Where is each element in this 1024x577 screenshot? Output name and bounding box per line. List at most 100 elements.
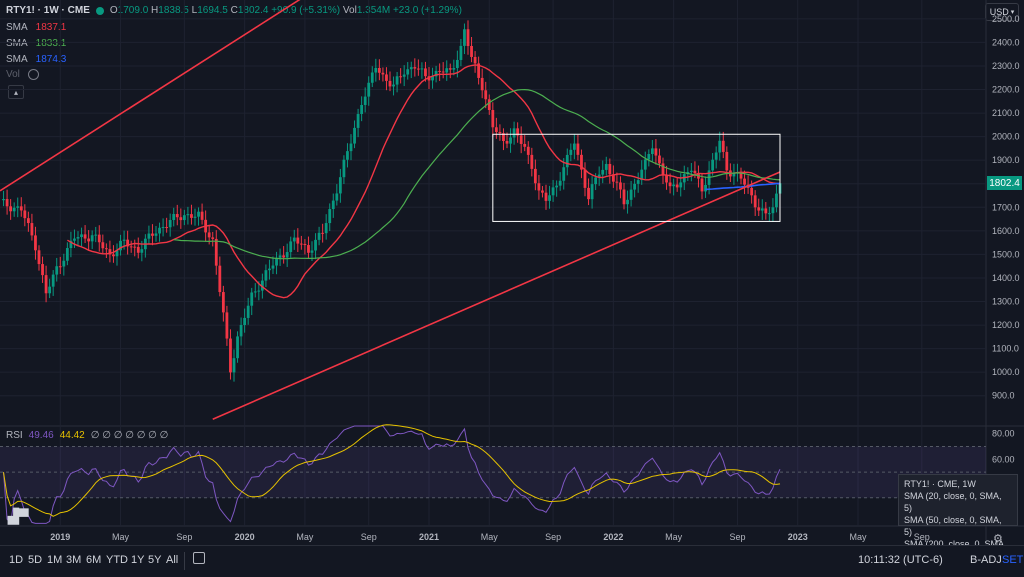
candle (622, 189, 626, 205)
candle (264, 270, 268, 281)
candle (363, 96, 367, 105)
candle (211, 237, 215, 239)
tf-5d[interactable]: 5D (28, 554, 43, 566)
settlement-toggle[interactable]: SET (1002, 554, 1024, 566)
candle (30, 223, 34, 236)
rsi-legend[interactable]: RSI 49.46 44.42 ∅ ∅ ∅ ∅ ∅ ∅ ∅ (6, 430, 169, 441)
candle (626, 199, 629, 205)
y-tick-label: 1700.0 (992, 202, 1020, 212)
tf-1d[interactable]: 1D (9, 554, 24, 566)
collapse-legend-button[interactable]: ▴ (8, 85, 24, 99)
x-tick-label: Sep (545, 532, 561, 542)
clock[interactable]: 10:11:32 (UTC-6) (858, 554, 943, 566)
candle (452, 68, 456, 70)
candle (307, 245, 310, 253)
candle (764, 208, 768, 214)
tf-5y[interactable]: 5Y (148, 554, 162, 566)
trend-channel-line (0, 0, 301, 192)
x-tick-label: 2021 (419, 532, 439, 542)
legend-sma-200[interactable]: SMA 1874.3 (6, 54, 67, 65)
bottom-toolbar: 1D 5D 1M 3M 6M YTD 1Y 5Y All 10:11:32 (U… (0, 545, 1024, 577)
price-chart[interactable]: 2500.0 2400.0 2300.0 2200.0 2100.0 2000.0 1900… (0, 0, 1024, 545)
legend-sma-20[interactable]: SMA 1837.1 (6, 22, 67, 33)
x-tick-label: Sep (176, 532, 192, 542)
candle (321, 232, 325, 234)
candle (594, 177, 598, 185)
candle (193, 216, 197, 218)
candle (16, 206, 20, 208)
candle (409, 67, 413, 70)
candle (725, 151, 729, 171)
candle (221, 292, 225, 313)
candle (253, 291, 257, 293)
candle (385, 74, 388, 81)
tf-6m[interactable]: 6M (86, 554, 102, 566)
candle (416, 68, 420, 70)
candle (37, 250, 41, 265)
x-tick-label: May (665, 532, 683, 542)
candle (299, 243, 303, 245)
candle (328, 209, 332, 224)
candle (477, 63, 481, 78)
candle (260, 280, 264, 291)
candle (257, 290, 261, 292)
candle (186, 214, 190, 216)
sma-200-line (705, 182, 781, 191)
legend-vol[interactable]: Vol (6, 69, 39, 80)
candle (760, 208, 764, 211)
candle (23, 210, 27, 219)
candle (243, 317, 247, 326)
candle (161, 227, 165, 229)
candle (346, 151, 349, 160)
candle (750, 187, 754, 196)
candle (190, 214, 193, 218)
symbol-label[interactable]: RTY1! · 1W · CME (6, 5, 90, 16)
candle (459, 45, 463, 60)
candle (583, 169, 587, 188)
y-tick-label: 1500.0 (992, 249, 1020, 259)
candle (338, 177, 342, 194)
candle (689, 170, 693, 172)
candle (356, 114, 360, 128)
candle (165, 227, 169, 229)
candle (466, 29, 470, 47)
candle (771, 207, 775, 214)
candle (399, 76, 403, 78)
candle (406, 69, 410, 75)
tf-ytd[interactable]: YTD (106, 554, 128, 566)
tf-all[interactable]: All (166, 554, 179, 566)
candle (108, 249, 112, 255)
candle (650, 148, 654, 155)
candle (9, 206, 13, 212)
candle (558, 180, 562, 186)
goto-date-calendar-icon[interactable] (193, 552, 205, 564)
candle (551, 187, 555, 196)
back-adjust-toggle[interactable]: B-ADJ (970, 554, 1002, 566)
volume-change: +23.0 (+1.29%) (392, 5, 462, 16)
candle (601, 169, 605, 175)
candle (87, 238, 91, 242)
candle (502, 133, 505, 142)
candle (282, 255, 286, 258)
candle (268, 268, 271, 271)
tf-3m[interactable]: 3M (66, 554, 82, 566)
candle (516, 128, 520, 136)
candle (303, 243, 307, 246)
candle (562, 167, 566, 181)
candle (512, 128, 516, 138)
tf-1m[interactable]: 1M (47, 554, 63, 566)
candle (739, 171, 743, 179)
tf-1y[interactable]: 1Y (131, 554, 145, 566)
candle (672, 184, 676, 187)
candle (679, 182, 683, 188)
candle (275, 257, 278, 266)
settings-gear-icon[interactable]: ⚙ (993, 533, 1003, 545)
legend-sma-50[interactable]: SMA 1833.1 (6, 38, 67, 49)
rsi-tick-label: 60.00 (992, 454, 1015, 464)
candle (569, 149, 573, 155)
candle (455, 59, 459, 69)
candle (225, 312, 229, 339)
y-tick-label: 1000.0 (992, 367, 1020, 377)
hidden-eye-icon[interactable] (27, 69, 39, 80)
y-tick-label: 2500.0 (992, 14, 1020, 24)
